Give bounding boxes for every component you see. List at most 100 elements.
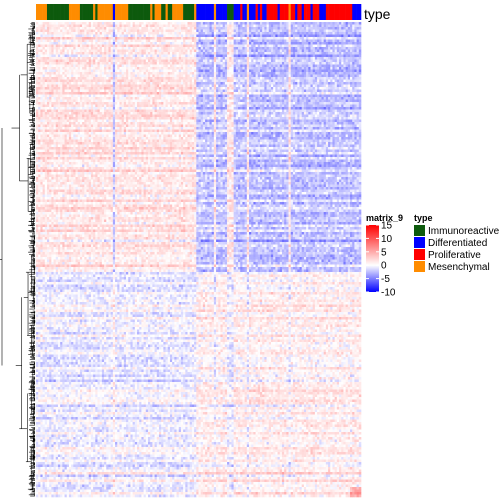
heatmap-cell [348,50,351,53]
heatmap-cell [71,40,74,43]
heatmap-cell [258,57,261,60]
heatmap-cell [36,32,39,35]
heatmap-cell [119,72,122,75]
heatmap-cell [71,60,74,63]
heatmap-cell [78,75,81,78]
heatmap-cell [78,87,81,90]
heatmap-cell [126,67,129,70]
heatmap-cell [291,60,294,63]
heatmap-cell [62,45,65,48]
heatmap-cell [170,62,173,65]
heatmap-cell [84,77,87,80]
heatmap-cell [286,47,289,50]
heatmap-cell [245,35,248,38]
heatmap-cell [159,82,162,85]
heatmap-cell [82,27,85,30]
heatmap-cell [348,30,351,33]
heatmap-cell [91,77,94,80]
heatmap-cell [207,80,210,83]
heatmap-cell [144,50,147,53]
heatmap-cell [43,72,46,75]
heatmap-cell [264,30,267,33]
heatmap-cell [183,40,186,43]
heatmap-cell [240,52,243,55]
heatmap-cell [220,30,223,33]
heatmap-cell [212,50,215,53]
heatmap-cell [161,80,164,83]
heatmap-cell [97,80,100,83]
heatmap-cell [319,27,322,30]
heatmap-cell [267,50,270,53]
heatmap-cell [108,35,111,38]
heatmap-cell [207,25,210,28]
heatmap-cell [304,42,307,45]
heatmap-cell [317,47,320,50]
heatmap-cell [319,72,322,75]
heatmap-cell [348,65,351,68]
heatmap-cell [350,57,353,60]
heatmap-cell [324,60,327,63]
heatmap-cell [330,47,333,50]
heatmap-cell [87,70,90,73]
heatmap-cell [170,32,173,35]
heatmap-cell [240,50,243,53]
heatmap-cell [205,27,208,30]
heatmap-cell [108,70,111,73]
heatmap-cell [249,52,252,55]
heatmap-cell [302,80,305,83]
heatmap-cell [280,82,283,85]
heatmap-cell [317,60,320,63]
annotation-cell [346,4,348,20]
heatmap-cell [181,42,184,45]
annotation-cell [71,4,73,20]
heatmap-cell [179,47,182,50]
heatmap-cell [209,35,212,38]
heatmap-cell [71,47,74,50]
heatmap-cell [192,70,195,73]
heatmap-cell [321,57,324,60]
heatmap-cell [106,82,109,85]
heatmap-cell [293,27,296,30]
heatmap-cell [240,75,243,78]
heatmap-cell [260,22,263,25]
heatmap-cell [49,25,52,28]
heatmap-cell [163,30,166,33]
heatmap-cell [183,35,186,38]
heatmap-cell [234,55,237,58]
heatmap-cell [117,45,120,48]
heatmap-cell [201,22,204,25]
heatmap-cell [82,45,85,48]
heatmap-cell [201,72,204,75]
heatmap-cell [80,62,83,65]
heatmap-cell [201,40,204,43]
heatmap-cell [275,60,278,63]
heatmap-cell [185,50,188,53]
heatmap-cell [359,30,362,33]
heatmap-cell [49,80,52,83]
heatmap-cell [267,85,270,88]
heatmap-cell [251,80,254,83]
heatmap-cell [38,37,41,40]
heatmap-cell [51,47,54,50]
heatmap-cell [319,25,322,28]
heatmap-cell [258,80,261,83]
heatmap-cell [357,42,360,45]
heatmap-cell [122,37,125,40]
heatmap-cell [97,52,100,55]
heatmap-cell [163,75,166,78]
heatmap-cell [282,55,285,58]
heatmap-cell [271,52,274,55]
heatmap-cell [181,32,184,35]
heatmap-cell [251,72,254,75]
heatmap-cell [335,72,338,75]
annotation-cell [214,4,216,20]
heatmap-cell [328,45,331,48]
heatmap-cell [267,65,270,68]
heatmap-cell [223,67,226,70]
heatmap-cell [45,82,48,85]
heatmap-cell [58,70,61,73]
heatmap-cell [199,25,202,28]
heatmap-cell [84,67,87,70]
heatmap-cell [247,57,250,60]
heatmap-cell [225,35,228,38]
